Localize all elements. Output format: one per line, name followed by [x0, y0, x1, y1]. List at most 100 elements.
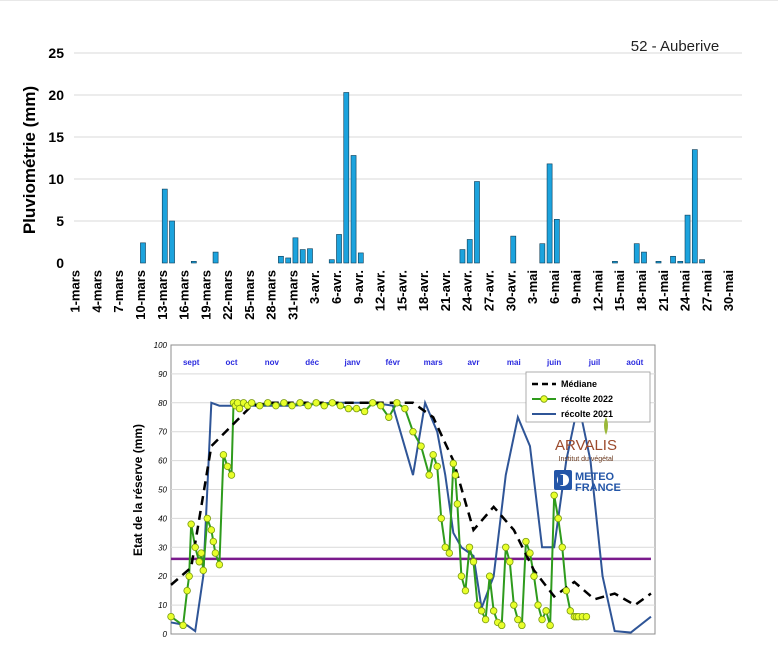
bottom-y-tick-label: 70 — [158, 428, 167, 437]
rainfall-bar — [343, 92, 350, 264]
top-x-tick-label: 12-mai — [590, 270, 605, 311]
rainfall-bar — [336, 234, 342, 264]
rainfall-bar — [510, 235, 517, 264]
series-recolte-2022-point — [526, 549, 534, 557]
arvalis-logo-name: ARVALIS — [555, 437, 617, 454]
top-y-tick-label: 25 — [48, 45, 64, 61]
legend-marker-recolte-2022 — [540, 395, 548, 403]
series-recolte-2022-point — [469, 558, 478, 566]
rainfall-bar — [655, 261, 662, 264]
rainfall-bar — [641, 251, 647, 264]
series-recolte-2022-point — [546, 621, 554, 630]
top-x-tick-label: 15-mai — [612, 270, 627, 311]
series-recolte-2022-point — [473, 601, 482, 609]
series-recolte-2022-point — [203, 514, 211, 523]
rainfall-y-axis-label: Pluviométrie (mm) — [20, 86, 39, 234]
bottom-y-tick-label: 0 — [163, 630, 168, 639]
rainfall-bar — [539, 243, 546, 264]
top-x-tick-label: 6-mai — [547, 270, 562, 304]
rainfall-bar — [328, 259, 335, 264]
rainfall-chart-svg: 0 5 10 15 20 25 1-mars 4-mars 7-mars 10-mars 13-m… — [0, 0, 778, 320]
top-x-tick-label: 3-mai — [525, 270, 540, 304]
station-title: 52 - Auberive — [631, 38, 719, 55]
rainfall-bar — [546, 163, 553, 264]
month-label: nov — [265, 358, 280, 367]
series-recolte-2022-point — [522, 537, 530, 546]
series-recolte-2022-point — [223, 462, 232, 471]
month-label: sept — [183, 358, 200, 367]
top-y-tick-label: 10 — [48, 171, 64, 187]
meteo-france-line1: METEO — [575, 471, 615, 483]
month-label: déc — [305, 358, 319, 367]
top-x-tick-label: 31-mars — [285, 270, 300, 320]
top-x-tick-label: 27-avr. — [482, 270, 497, 311]
bottom-y-tick-label: 100 — [154, 341, 168, 350]
series-recolte-2022-point — [352, 404, 361, 413]
top-x-tick-label: 3-avr. — [307, 270, 322, 304]
rainfall-bar — [466, 239, 473, 264]
series-recolte-2022-point — [320, 401, 328, 410]
series-recolte-2022-point — [461, 586, 470, 595]
series-recolte-2022-point — [566, 607, 574, 615]
top-x-tick-label: 6-avr. — [329, 270, 344, 304]
reserve-y-axis-label: Etat de la réserve (mm) — [131, 424, 145, 556]
top-x-tick-label: 27-mai — [699, 270, 714, 311]
series-recolte-2022-point — [534, 601, 542, 609]
series-recolte-2022-point — [185, 572, 193, 580]
rainfall-bar — [350, 155, 357, 264]
top-y-tick-label: 0 — [56, 255, 64, 271]
rainfall-bar — [278, 255, 284, 264]
rainfall-bar — [633, 243, 640, 264]
meteo-france-logo: METEO FRANCE — [554, 470, 621, 494]
bottom-y-tick-label: 90 — [158, 370, 167, 379]
series-recolte-2022-point — [211, 549, 220, 557]
series-recolte-2022-point — [453, 500, 462, 508]
series-recolte-2022-point — [312, 399, 320, 407]
series-recolte-2022-point — [465, 543, 474, 551]
top-x-tick-label: 24-mai — [678, 270, 693, 311]
series-recolte-2022-point — [209, 537, 218, 546]
top-x-tick-label: 21-avr. — [438, 270, 453, 311]
month-label: févr — [385, 358, 400, 367]
rainfall-bar — [169, 220, 175, 264]
series-recolte-2022-point — [195, 558, 203, 566]
series-recolte-2022-point — [199, 566, 207, 575]
series-recolte-2022-point — [280, 399, 288, 407]
month-label: oct — [226, 358, 238, 367]
arvalis-logo: ARVALIS Institut du végétal — [555, 417, 617, 463]
series-recolte-2022-point — [518, 621, 526, 630]
series-recolte-2022-point — [445, 549, 453, 557]
series-recolte-2022-point — [481, 615, 490, 624]
series-recolte-2022-point — [187, 520, 195, 528]
series-recolte-2022-point — [417, 442, 425, 450]
series-recolte-2022-point — [344, 404, 353, 413]
month-label: juin — [546, 358, 561, 367]
bottom-y-tick-label: 10 — [158, 601, 167, 610]
series-recolte-2022-point — [562, 586, 570, 595]
bottom-y-tick-label: 30 — [158, 543, 167, 552]
rainfall-bar — [140, 242, 146, 264]
top-x-tick-label: 22-mars — [220, 270, 235, 320]
rainfall-bar — [474, 181, 480, 264]
series-recolte-2022-point — [409, 427, 417, 436]
top-x-tick-label: 18-mai — [634, 270, 649, 311]
month-label: mai — [507, 358, 521, 367]
arvalis-logo-tagline: Institut du végétal — [559, 456, 614, 463]
series-recolte-2022-point — [530, 572, 538, 580]
series-recolte-2022-point — [550, 491, 558, 499]
series-recolte-2022-point — [538, 615, 546, 624]
rainfall-bar — [190, 261, 197, 264]
series-recolte-2022-point — [197, 549, 205, 557]
series-recolte-2022-point — [502, 543, 510, 551]
top-x-tick-label: 1-mars — [68, 270, 83, 313]
top-x-tick-label: 30-avr. — [503, 270, 518, 311]
top-y-tick-label: 5 — [56, 213, 64, 229]
series-recolte-2022-point — [429, 451, 437, 459]
series-mediane-line — [170, 401, 652, 607]
series-recolte-2022-point — [457, 572, 466, 580]
series-recolte-2022-point — [433, 462, 441, 471]
series-recolte-2022-point — [582, 612, 591, 621]
reserve-chart-svg: sept oct nov déc janv févr mars avr mai juin juil a… — [124, 340, 664, 665]
series-recolte-2022-point — [256, 401, 264, 410]
rainfall-chart: 0 5 10 15 20 25 1-mars 4-mars 7-mars 10-mars 13-m… — [0, 0, 778, 320]
